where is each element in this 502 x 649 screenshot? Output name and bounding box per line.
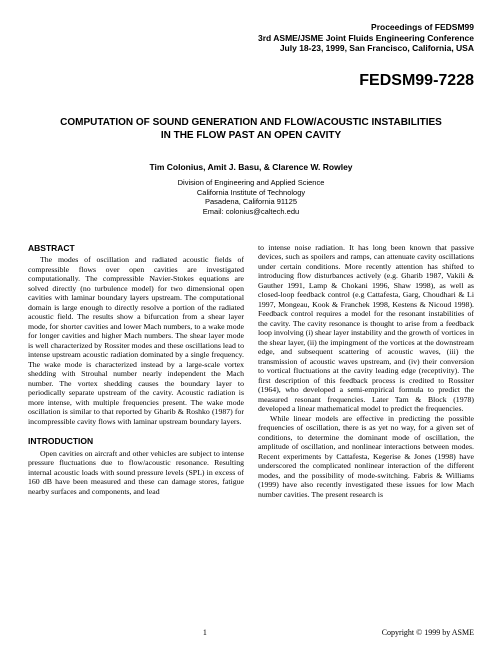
intro-para-1: Open cavities on aircraft and other vehi… <box>28 449 244 497</box>
intro-para-2: to intense noise radiation. It has long … <box>258 243 474 414</box>
affiliation-line-2: California Institute of Technology <box>28 188 474 198</box>
header-line-3: July 18-23, 1999, San Francisco, Califor… <box>28 43 474 54</box>
right-column: to intense noise radiation. It has long … <box>258 243 474 500</box>
left-column: ABSTRACT The modes of oscillation and ra… <box>28 243 244 500</box>
paper-title: COMPUTATION OF SOUND GENERATION AND FLOW… <box>28 116 474 142</box>
introduction-heading: INTRODUCTION <box>28 436 244 446</box>
affiliation-line-1: Division of Engineering and Applied Scie… <box>28 178 474 188</box>
conference-header: Proceedings of FEDSM99 3rd ASME/JSME Joi… <box>28 22 474 54</box>
paper-id: FEDSM99-7228 <box>28 72 474 90</box>
affiliation-line-4: Email: colonius@caltech.edu <box>28 207 474 217</box>
header-line-1: Proceedings of FEDSM99 <box>28 22 474 33</box>
copyright-text: Copyright © 1999 by ASME <box>382 628 474 637</box>
affiliation-line-3: Pasadena, California 91125 <box>28 197 474 207</box>
body-columns: ABSTRACT The modes of oscillation and ra… <box>28 243 474 500</box>
intro-para-3: While linear models are effective in pre… <box>258 414 474 500</box>
affiliation: Division of Engineering and Applied Scie… <box>28 178 474 217</box>
title-line-2: IN THE FLOW PAST AN OPEN CAVITY <box>48 129 454 142</box>
title-line-1: COMPUTATION OF SOUND GENERATION AND FLOW… <box>48 116 454 129</box>
page-footer: 1 Copyright © 1999 by ASME <box>28 628 474 637</box>
header-line-2: 3rd ASME/JSME Joint Fluids Engineering C… <box>28 33 474 44</box>
page-number: 1 <box>28 628 382 637</box>
abstract-heading: ABSTRACT <box>28 243 244 253</box>
abstract-text: The modes of oscillation and radiated ac… <box>28 255 244 426</box>
authors: Tim Colonius, Amit J. Basu, & Clarence W… <box>28 162 474 172</box>
